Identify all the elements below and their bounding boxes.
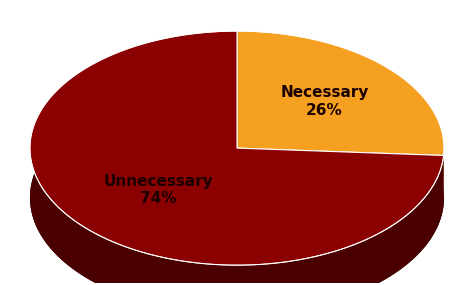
Polygon shape	[237, 31, 444, 156]
Text: Necessary
26%: Necessary 26%	[280, 86, 369, 118]
Polygon shape	[30, 31, 444, 265]
Polygon shape	[30, 31, 444, 285]
Text: Unnecessary
74%: Unnecessary 74%	[104, 174, 213, 206]
Ellipse shape	[30, 81, 444, 285]
Polygon shape	[237, 31, 444, 205]
